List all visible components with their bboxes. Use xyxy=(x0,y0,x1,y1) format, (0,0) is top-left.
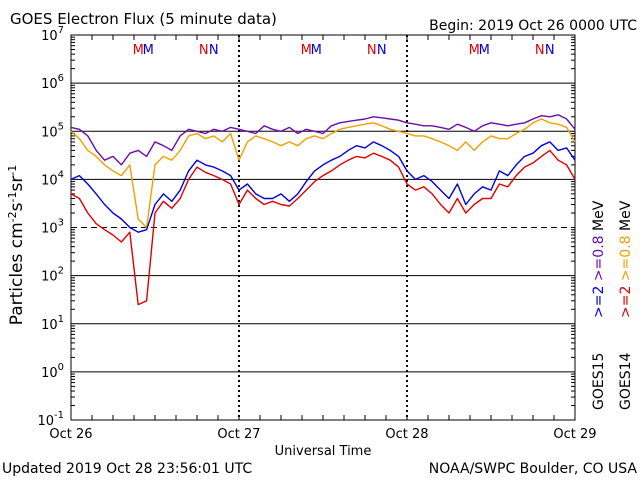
satellite-marker: N xyxy=(377,43,387,58)
y-tick-label: 100 xyxy=(41,362,64,381)
x-tick-label: Oct 26 xyxy=(49,427,92,442)
x-axis-label: Universal Time xyxy=(275,444,372,459)
legend-goes14-label: GOES14 xyxy=(618,352,634,410)
y-tick-label: 106 xyxy=(41,73,64,92)
y-tick-label: 107 xyxy=(41,25,64,44)
series-line xyxy=(70,149,576,306)
x-tick-label: Oct 29 xyxy=(553,427,596,442)
legend-goes15-energies: >=2 >=0.8 MeV xyxy=(591,200,607,318)
credit: NOAA/SWPC Boulder, CO USA xyxy=(429,461,638,477)
satellite-marker: N xyxy=(367,43,377,58)
legend-goes14-energies: >=2 >=0.8 MeV xyxy=(618,200,634,318)
y-tick-label: 10-1 xyxy=(37,410,64,429)
flux-series xyxy=(70,114,576,306)
satellite-marker: M xyxy=(143,43,154,58)
y-tick-label: 102 xyxy=(41,266,64,285)
updated-time: Updated 2019 Oct 28 23:56:01 UTC xyxy=(2,461,252,477)
series-line xyxy=(70,118,576,229)
series-line xyxy=(70,141,576,233)
satellite-marker: N xyxy=(545,43,555,58)
satellite-marker: M xyxy=(301,43,312,58)
begin-time: Begin: 2019 Oct 26 0000 UTC xyxy=(429,18,637,34)
satellite-marker: M xyxy=(311,43,322,58)
grid-lines xyxy=(71,35,575,420)
x-tick-label: Oct 27 xyxy=(217,427,260,442)
chart-title: GOES Electron Flux (5 minute data) xyxy=(10,10,277,28)
y-tick-label: 103 xyxy=(41,218,64,237)
axis-ticks xyxy=(70,35,576,420)
satellite-marker: N xyxy=(535,43,545,58)
satellite-marker: M xyxy=(133,43,144,58)
satellite-marker: M xyxy=(469,43,480,58)
satellite-marker: N xyxy=(209,43,219,58)
y-tick-label: 101 xyxy=(41,314,64,333)
satellite-marker: N xyxy=(199,43,209,58)
legend: >=2 >=0.8 MeV >=2 >=0.8 MeV GOES15 GOES14 xyxy=(591,200,634,410)
y-tick-label: 104 xyxy=(41,169,64,188)
x-tick-labels: Oct 26 Oct 27 Oct 28 Oct 29 xyxy=(49,427,596,442)
x-tick-label: Oct 28 xyxy=(385,427,428,442)
y-axis-label: Particles cm-2s-1sr-1 xyxy=(6,165,27,326)
satellite-markers: MM N N MM N N MM N N xyxy=(133,43,555,58)
series-line xyxy=(70,114,576,166)
y-tick-labels: 10-1 100 101 102 103 104 105 106 107 xyxy=(37,25,64,429)
y-tick-label: 105 xyxy=(41,121,64,140)
legend-goes15-label: GOES15 xyxy=(591,353,607,410)
satellite-marker: M xyxy=(479,43,490,58)
